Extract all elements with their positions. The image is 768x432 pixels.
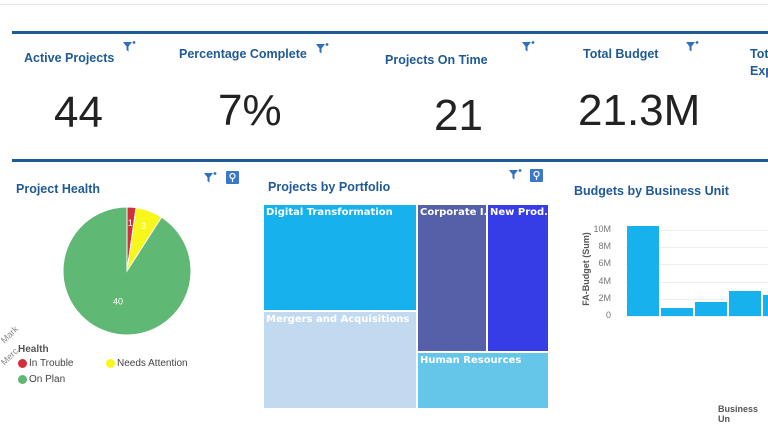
- legend-swatch: [18, 375, 27, 384]
- top-divider: [0, 4, 768, 5]
- kpi-title-line1: Tot: [750, 47, 768, 61]
- legend-item-in-trouble[interactable]: In Trouble: [18, 358, 73, 369]
- y-tick-label: 4M: [598, 275, 611, 286]
- kpi-title-active-projects: Active Projects: [24, 51, 115, 65]
- bar-0[interactable]: [627, 225, 659, 316]
- legend-item-needs-attention[interactable]: Needs Attention: [106, 358, 188, 369]
- kpi-title-line2: Exp: [750, 64, 768, 78]
- gridline: [625, 230, 768, 231]
- kpi-value-projects-on-time: 21: [434, 91, 483, 140]
- funnel-icon[interactable]: [521, 40, 535, 54]
- pin-icon[interactable]: [226, 171, 239, 184]
- treemap-tile-mergers-acquisitions[interactable]: Mergers and Acquisitions: [263, 311, 417, 409]
- legend-label: On Plan: [29, 374, 66, 385]
- funnel-icon[interactable]: [122, 40, 136, 54]
- pie-data-label: 1: [128, 218, 133, 228]
- health-legend-title: Health: [18, 344, 49, 355]
- treemap-tile-new-products[interactable]: New Prod...: [487, 204, 549, 352]
- legend-item-on-plan[interactable]: On Plan: [18, 374, 65, 385]
- treemap-tile-corporate[interactable]: Corporate I...: [417, 204, 487, 352]
- bar-4[interactable]: [763, 295, 768, 316]
- treemap-tile-human-resources[interactable]: Human Resources: [417, 352, 549, 409]
- pie-data-label: 40: [113, 297, 123, 307]
- y-tick-label: 10M: [593, 224, 611, 234]
- project-health-title: Project Health: [16, 182, 101, 196]
- gridline: [625, 264, 768, 266]
- portfolio-title: Projects by Portfolio: [268, 180, 391, 194]
- kpi-value-percentage-complete: 7%: [218, 86, 282, 135]
- kpi-top-rule: [12, 31, 768, 34]
- funnel-icon[interactable]: [203, 171, 217, 185]
- legend-label: In Trouble: [29, 358, 74, 369]
- kpi-title-percentage-complete: Percentage Complete: [179, 47, 307, 61]
- pin-icon[interactable]: [530, 169, 543, 182]
- budget-chart-title: Budgets by Business Unit: [574, 184, 729, 198]
- pie-data-label: 3: [141, 221, 146, 231]
- kpi-value-active-projects: 44: [54, 88, 103, 137]
- gridline: [625, 316, 768, 317]
- legend-swatch: [106, 359, 115, 368]
- kpi-value-total-budget: 21.3M: [578, 86, 701, 135]
- health-pie-chart: 1 3 40: [62, 206, 192, 336]
- legend-label: Needs Attention: [117, 358, 188, 369]
- y-tick-label: 8M: [598, 241, 611, 252]
- kpi-bottom-rule: [12, 159, 768, 162]
- kpi-title-total-expenses: Tot Exp: [750, 47, 768, 81]
- kpi-title-total-budget: Total Budget: [583, 47, 659, 61]
- bar-1[interactable]: [661, 308, 693, 316]
- bar-3[interactable]: [729, 291, 761, 316]
- funnel-icon[interactable]: [315, 42, 329, 56]
- y-tick-label: 0: [605, 310, 611, 320]
- funnel-icon[interactable]: [508, 168, 522, 182]
- funnel-icon[interactable]: [685, 40, 699, 54]
- x-axis-label: Business Un: [718, 404, 759, 424]
- legend-swatch: [18, 359, 27, 368]
- kpi-title-projects-on-time: Projects On Time: [385, 53, 488, 67]
- gridline: [625, 281, 768, 283]
- y-tick-label: 2M: [598, 292, 611, 303]
- treemap-tile-digital-transformation[interactable]: Digital Transformation: [263, 204, 417, 311]
- y-tick-label: 6M: [598, 258, 611, 269]
- gridline: [625, 298, 768, 300]
- bar-2[interactable]: [695, 302, 727, 316]
- gridline: [625, 247, 768, 249]
- y-axis-label: FA-Budget (Sum): [581, 232, 591, 306]
- x-tick-label: Mark: [0, 324, 21, 346]
- pie-slice-on-plan[interactable]: [62, 206, 192, 336]
